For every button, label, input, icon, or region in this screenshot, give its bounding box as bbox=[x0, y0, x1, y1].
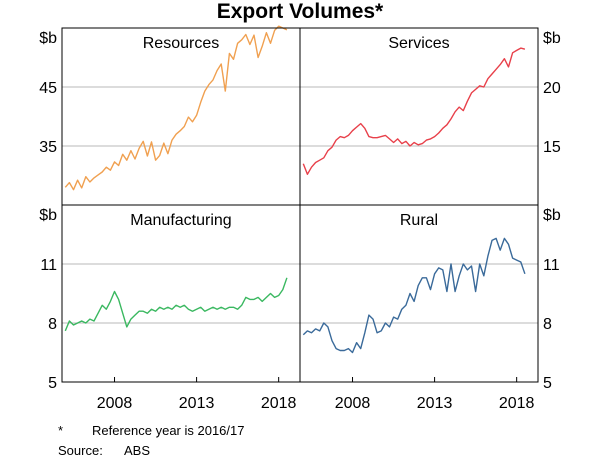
manufacturing-series-line bbox=[64, 277, 288, 332]
source-text: ABS bbox=[124, 443, 151, 458]
resources-panel-title: Resources bbox=[143, 35, 219, 52]
rural-panel-title: Rural bbox=[400, 212, 438, 229]
services-ytick-label-20: 20 bbox=[543, 80, 561, 97]
manufacturing-ytick-label-11: 11 bbox=[40, 257, 57, 274]
source-label: Source: bbox=[58, 443, 103, 458]
manufacturing-xtick-label-2018: 2018 bbox=[261, 395, 297, 412]
manufacturing-unit-label: $b bbox=[39, 207, 57, 224]
footnote: * Reference year is 2016/17 bbox=[58, 423, 244, 438]
services-series-line bbox=[302, 47, 526, 176]
manufacturing-panel-title: Manufacturing bbox=[130, 212, 231, 229]
resources-ytick-label-35: 35 bbox=[39, 139, 57, 156]
chart-title: Export Volumes* bbox=[217, 0, 384, 23]
footnote-marker: * bbox=[58, 423, 64, 438]
manufacturing-xtick-label-2008: 2008 bbox=[97, 395, 133, 412]
footnote-text: Reference year is 2016/17 bbox=[92, 423, 245, 438]
services-ytick-label-15: 15 bbox=[543, 139, 561, 156]
resources-unit-label: $b bbox=[39, 30, 57, 47]
rural-ytick-label-8: 8 bbox=[543, 316, 552, 333]
rural-xtick-label-2013: 2013 bbox=[417, 395, 453, 412]
resources-ytick-label-45: 45 bbox=[39, 80, 57, 97]
manufacturing-ytick-label-5: 5 bbox=[48, 375, 57, 392]
services-panel-title: Services bbox=[388, 35, 449, 52]
rural-xtick-label-2008: 2008 bbox=[335, 395, 371, 412]
rural-unit-label: $b bbox=[543, 207, 561, 224]
rural-ytick-label-11: 11 bbox=[543, 257, 560, 274]
rural-series-line bbox=[302, 237, 526, 354]
source-note: Source: ABS bbox=[58, 443, 150, 458]
resources-series-line bbox=[64, 25, 288, 191]
rural-xtick-label-2018: 2018 bbox=[499, 395, 535, 412]
services-unit-label: $b bbox=[543, 30, 561, 47]
manufacturing-xtick-label-2013: 2013 bbox=[179, 395, 215, 412]
panels-group: 35 45 $b Resources 15 20 $b Services 5 8 11 $b Manuf… bbox=[39, 25, 561, 412]
rural-ytick-label-5: 5 bbox=[543, 375, 552, 392]
manufacturing-ytick-label-8: 8 bbox=[48, 316, 57, 333]
